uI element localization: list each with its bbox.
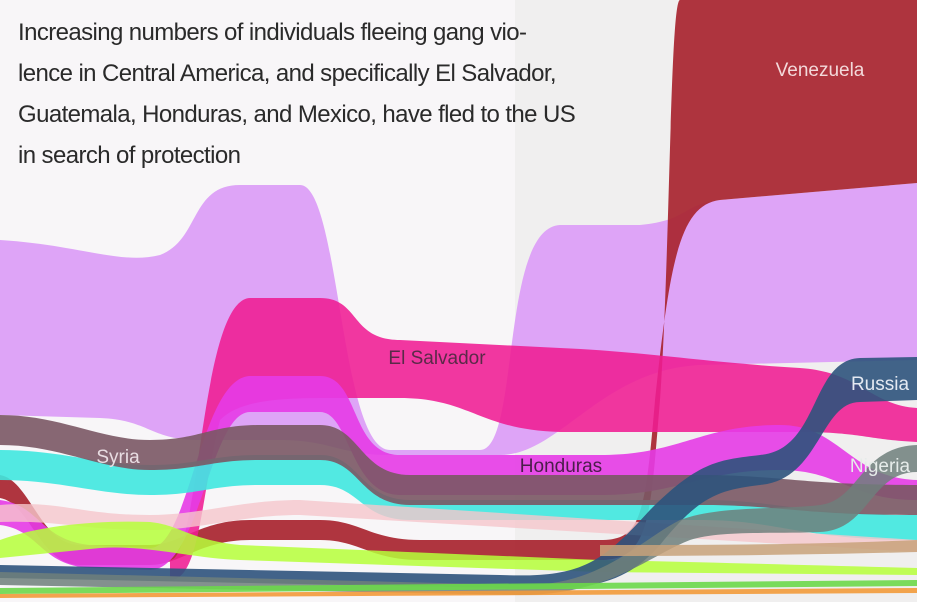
caption-line: lence in Central America, and specifical… (18, 60, 556, 87)
caption-line: in search of protection (18, 142, 240, 169)
stream-label: Venezuela (776, 60, 865, 81)
stream-label: Honduras (520, 456, 602, 477)
stream-el-salvador (170, 298, 917, 580)
stream-honduras (0, 376, 917, 570)
edge (917, 0, 941, 602)
stream-minor-pink (0, 500, 917, 552)
caption-line: Increasing numbers of individuals fleein… (18, 19, 526, 46)
stream-minor-brown (600, 540, 917, 556)
stream-label: Russia (851, 374, 910, 395)
stream-label: Nigeria (850, 456, 911, 477)
stream-label: Syria (96, 447, 140, 468)
stream-minor-green (0, 521, 917, 575)
stream-venezuela (0, 0, 917, 565)
stream-minor-orange (0, 588, 917, 598)
caption-line: Guatemala, Honduras, and Mexico, have fl… (18, 101, 575, 128)
stream-label: El Salvador (388, 348, 486, 369)
stream-nigeria (0, 445, 917, 595)
stream-russia (0, 357, 917, 589)
stream-minor-green2 (0, 580, 917, 594)
